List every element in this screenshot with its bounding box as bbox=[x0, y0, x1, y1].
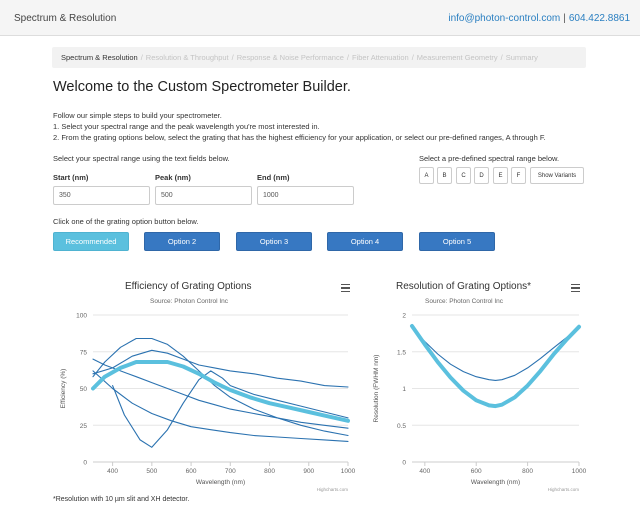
series-line bbox=[112, 370, 349, 448]
option-2-button[interactable]: Option 2 bbox=[144, 232, 220, 251]
phone-link[interactable]: 604.422.8861 bbox=[568, 13, 630, 24]
y-tick-label: 1 bbox=[402, 386, 406, 393]
series-line bbox=[92, 337, 349, 437]
chart-credits: Highcharts.com bbox=[317, 487, 349, 492]
y-tick-label: 2 bbox=[402, 313, 406, 320]
x-tick-label: 900 bbox=[303, 468, 314, 475]
intro-step-1: 1. Select your spectral range and the pe… bbox=[53, 122, 320, 131]
y-tick-label: 100 bbox=[76, 313, 87, 320]
x-tick-label: 800 bbox=[522, 468, 533, 475]
app-title: Spectrum & Resolution bbox=[14, 13, 117, 24]
efficiency-chart-title: Efficiency of Grating Options bbox=[125, 281, 252, 292]
x-tick-label: 1000 bbox=[341, 468, 355, 475]
y-tick-label: 0 bbox=[83, 460, 87, 467]
predef-f-button[interactable]: F bbox=[511, 167, 526, 184]
series-line bbox=[92, 358, 349, 429]
end-label: End (nm) bbox=[257, 173, 290, 182]
breadcrumb-separator: / bbox=[140, 53, 143, 62]
chart-credits: Highcharts.com bbox=[548, 487, 580, 492]
breadcrumb-item-resolution[interactable]: Resolution & Throughput bbox=[145, 53, 229, 62]
x-tick-label: 500 bbox=[146, 468, 157, 475]
breadcrumb-separator: / bbox=[500, 53, 503, 62]
predef-e-button[interactable]: E bbox=[493, 167, 508, 184]
grating-prompt: Click one of the grating option button b… bbox=[53, 217, 199, 226]
breadcrumb-item-fiber[interactable]: Fiber Attenuation bbox=[351, 53, 409, 62]
page-title: Welcome to the Custom Spectrometer Build… bbox=[53, 79, 351, 95]
y-axis-title: Resolution (FWHM nm) bbox=[373, 355, 380, 423]
resolution-chart: 0 0.5 1 1.5 2 400 600 800 1000 Wavelength (nm) Res… bbox=[373, 313, 587, 493]
highlighted-series-line bbox=[91, 360, 350, 423]
series-line bbox=[92, 370, 349, 442]
option-3-button[interactable]: Option 3 bbox=[236, 232, 312, 251]
x-tick-label: 700 bbox=[225, 468, 236, 475]
x-tick-label: 400 bbox=[107, 468, 118, 475]
y-tick-label: 25 bbox=[80, 423, 88, 430]
peak-label: Peak (nm) bbox=[155, 173, 191, 182]
resolution-chart-subtitle: Source: Photon Control Inc bbox=[425, 298, 504, 305]
x-tick-label: 800 bbox=[264, 468, 275, 475]
email-link[interactable]: info@photon-control.com bbox=[448, 13, 561, 24]
predef-prompt: Select a pre-defined spectral range belo… bbox=[419, 154, 560, 163]
x-tick-label: 600 bbox=[471, 468, 482, 475]
y-tick-label: 0 bbox=[402, 460, 406, 467]
start-label: Start (nm) bbox=[53, 173, 89, 182]
peak-input[interactable] bbox=[155, 186, 252, 205]
option-4-button[interactable]: Option 4 bbox=[327, 232, 403, 251]
predef-a-button[interactable]: A bbox=[419, 167, 434, 184]
intro-step-2: 2. From the grating options below, selec… bbox=[53, 133, 546, 142]
start-input[interactable] bbox=[53, 186, 150, 205]
x-tick-label: 400 bbox=[419, 468, 430, 475]
predef-b-button[interactable]: B bbox=[437, 167, 452, 184]
highlighted-series-line bbox=[410, 324, 581, 409]
x-axis-title: Wavelength (nm) bbox=[196, 479, 245, 486]
option-5-button[interactable]: Option 5 bbox=[419, 232, 495, 251]
recommended-button[interactable]: Recommended bbox=[53, 232, 129, 251]
footnote: *Resolution with 10 µm slit and XH detec… bbox=[53, 496, 190, 503]
y-tick-label: 75 bbox=[80, 349, 88, 356]
predef-c-button[interactable]: C bbox=[456, 167, 471, 184]
breadcrumb-separator: / bbox=[346, 53, 349, 62]
top-bar: Spectrum & Resolution info@photon-contro… bbox=[0, 0, 640, 36]
y-axis-title: Efficiency (%) bbox=[60, 369, 67, 409]
hamburger-menu-icon[interactable] bbox=[341, 284, 350, 292]
y-tick-label: 1.5 bbox=[397, 349, 406, 356]
breadcrumb-item-spectrum[interactable]: Spectrum & Resolution bbox=[61, 53, 138, 62]
x-tick-label: 600 bbox=[186, 468, 197, 475]
predef-d-button[interactable]: D bbox=[474, 167, 489, 184]
breadcrumb-separator: / bbox=[231, 53, 234, 62]
show-variants-button[interactable]: Show Variants bbox=[530, 167, 584, 184]
breadcrumb: Spectrum & Resolution / Resolution & Throu… bbox=[52, 47, 586, 68]
resolution-chart-title: Resolution of Grating Options* bbox=[396, 281, 532, 292]
x-axis-title: Wavelength (nm) bbox=[471, 479, 520, 486]
y-tick-label: 0.5 bbox=[397, 423, 406, 430]
efficiency-chart-subtitle: Source: Photon Control Inc bbox=[150, 298, 229, 305]
contact-separator: | bbox=[563, 13, 566, 24]
series-line bbox=[92, 349, 349, 388]
hamburger-menu-icon[interactable] bbox=[571, 284, 580, 292]
efficiency-chart: 0 25 50 75 100 400 500 600 700 800 900 1000 Waveleng… bbox=[60, 313, 355, 493]
y-tick-label: 50 bbox=[80, 386, 88, 393]
end-input[interactable] bbox=[257, 186, 354, 205]
breadcrumb-item-response[interactable]: Response & Noise Performance bbox=[236, 53, 344, 62]
breadcrumb-separator: / bbox=[411, 53, 414, 62]
intro-line: Follow our simple steps to build your sp… bbox=[53, 111, 222, 120]
x-tick-label: 1000 bbox=[572, 468, 587, 475]
breadcrumb-item-summary[interactable]: Summary bbox=[505, 53, 538, 62]
breadcrumb-item-geometry[interactable]: Measurement Geometry bbox=[416, 53, 498, 62]
range-prompt: Select your spectral range using the tex… bbox=[53, 154, 230, 163]
series-line bbox=[411, 326, 580, 381]
contact-info: info@photon-control.com | 604.422.8861 bbox=[448, 13, 630, 24]
